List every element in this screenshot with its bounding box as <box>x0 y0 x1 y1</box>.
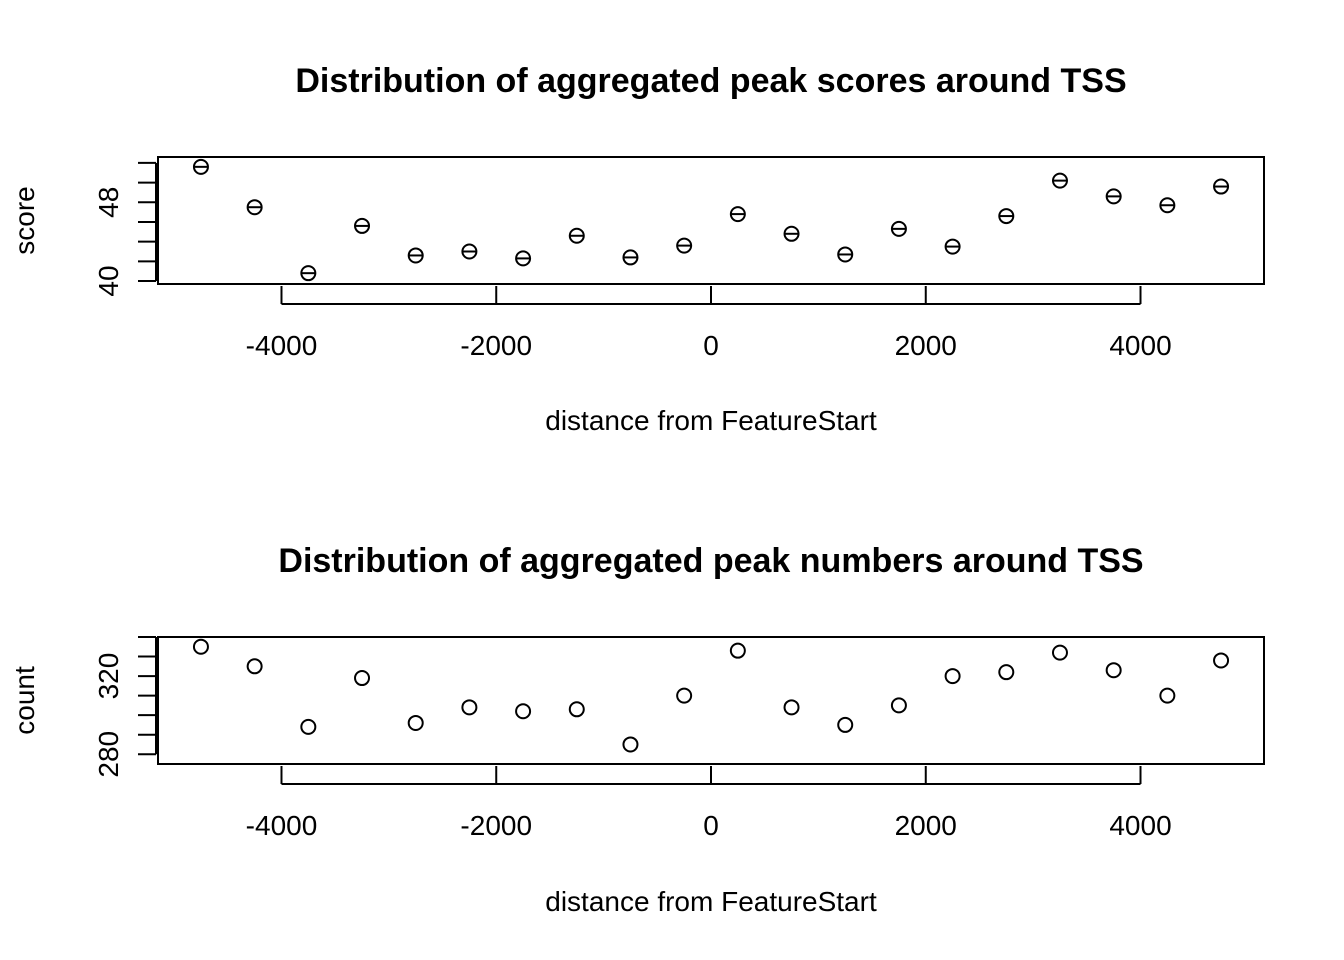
data-point <box>783 699 800 716</box>
data-point <box>890 220 907 237</box>
data-point-marker <box>354 670 371 687</box>
data-point <box>300 718 317 735</box>
data-point <box>729 642 746 659</box>
data-point-marker <box>837 716 854 733</box>
y-axis-label: score <box>9 186 40 254</box>
data-point <box>1159 197 1176 214</box>
chart-title: Distribution of aggregated peak numbers … <box>278 542 1143 580</box>
y-axis-label: count <box>9 666 40 735</box>
data-point <box>568 227 585 244</box>
x-tick-label: 0 <box>703 330 719 361</box>
y-tick-label: 320 <box>93 653 124 700</box>
x-tick-label: 4000 <box>1109 810 1171 841</box>
data-point-marker <box>300 718 317 735</box>
data-point-marker <box>729 642 746 659</box>
data-point <box>1051 644 1068 661</box>
chart-title: Distribution of aggregated peak scores a… <box>295 62 1126 100</box>
y-tick-label: 48 <box>93 187 124 218</box>
data-point-marker <box>192 638 209 655</box>
x-tick-label: 2000 <box>895 330 957 361</box>
data-point <box>783 225 800 242</box>
data-point <box>944 668 961 685</box>
data-point-marker <box>998 664 1015 681</box>
data-point <box>1213 178 1230 195</box>
data-point <box>354 217 371 234</box>
data-point <box>246 199 263 216</box>
data-point <box>1105 188 1122 205</box>
data-point <box>1213 652 1230 669</box>
data-point-marker <box>461 699 478 716</box>
data-point-marker <box>944 668 961 685</box>
data-point <box>192 638 209 655</box>
x-tick-label: 4000 <box>1109 330 1171 361</box>
data-point-marker <box>515 703 532 720</box>
data-point <box>676 237 693 254</box>
data-point <box>192 158 209 175</box>
data-point-marker <box>246 658 263 675</box>
data-point-marker <box>1213 652 1230 669</box>
data-point-marker <box>568 701 585 718</box>
data-point-marker <box>1159 687 1176 704</box>
data-point <box>729 206 746 223</box>
data-point <box>998 664 1015 681</box>
x-tick-label: -2000 <box>460 810 532 841</box>
x-axis-label: distance from FeatureStart <box>545 405 877 436</box>
data-point <box>1159 687 1176 704</box>
y-tick-label: 40 <box>93 265 124 296</box>
x-tick-label: -4000 <box>246 330 318 361</box>
data-point <box>1051 172 1068 189</box>
data-point <box>837 716 854 733</box>
data-point-marker <box>407 714 424 731</box>
data-point <box>515 250 532 267</box>
data-point <box>622 249 639 266</box>
x-tick-label: -4000 <box>246 810 318 841</box>
data-point <box>944 238 961 255</box>
data-point-marker <box>622 736 639 753</box>
data-point <box>354 670 371 687</box>
x-tick-label: 0 <box>703 810 719 841</box>
data-point-marker <box>890 697 907 714</box>
data-point-marker <box>1105 662 1122 679</box>
data-point <box>622 736 639 753</box>
data-point <box>461 243 478 260</box>
data-point <box>300 265 317 282</box>
data-point <box>568 701 585 718</box>
data-point <box>890 697 907 714</box>
data-point <box>837 246 854 263</box>
plot-panel-1: Distribution of aggregated peak scores a… <box>9 62 1265 436</box>
data-point <box>407 247 424 264</box>
data-point <box>246 658 263 675</box>
data-point <box>676 687 693 704</box>
data-point <box>1105 662 1122 679</box>
x-tick-label: 2000 <box>895 810 957 841</box>
x-axis-label: distance from FeatureStart <box>545 886 877 917</box>
data-point-marker <box>676 687 693 704</box>
plot-frame <box>157 156 1265 285</box>
y-tick-label: 280 <box>93 731 124 778</box>
data-point <box>407 714 424 731</box>
data-point-marker <box>783 699 800 716</box>
data-point <box>515 703 532 720</box>
data-point <box>461 699 478 716</box>
x-tick-label: -2000 <box>460 330 532 361</box>
plot-frame <box>157 636 1265 765</box>
data-point <box>998 208 1015 225</box>
plot-panel-2: Distribution of aggregated peak numbers … <box>9 542 1265 917</box>
data-point-marker <box>1051 644 1068 661</box>
